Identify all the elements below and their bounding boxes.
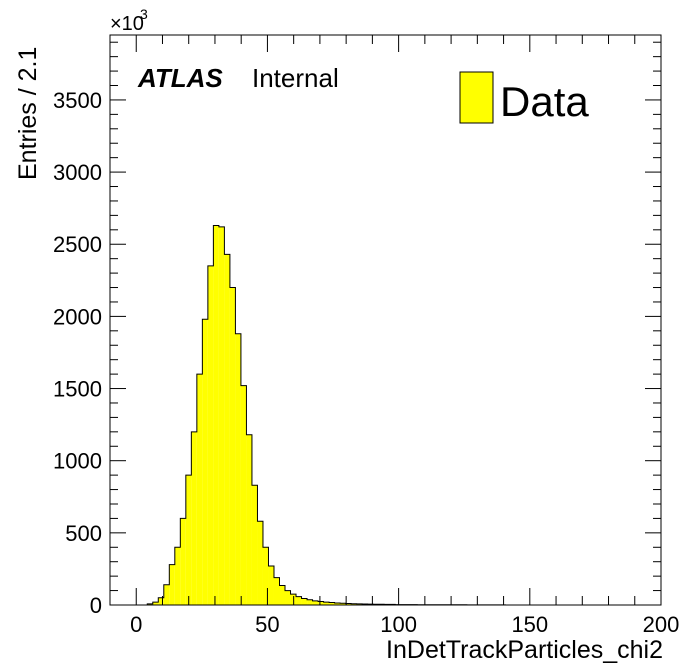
- histogram-bar: [240, 385, 247, 605]
- histogram-bar: [163, 584, 170, 605]
- histogram-bar: [169, 564, 175, 605]
- histogram-bar: [158, 597, 164, 605]
- histogram-bar: [307, 599, 313, 605]
- y-tick-label: 3500: [53, 88, 102, 113]
- legend-entry-data: Data: [500, 78, 589, 125]
- histogram-bar: [279, 585, 286, 605]
- histogram-bar: [218, 226, 225, 606]
- x-tick-label: 200: [643, 612, 680, 637]
- histogram-bar: [262, 547, 269, 605]
- histogram-bar: [351, 603, 357, 605]
- histogram-bar: [207, 265, 214, 605]
- histogram-bar: [224, 254, 230, 605]
- histogram-bar: [246, 434, 252, 605]
- legend-swatch: [459, 71, 494, 124]
- histogram-bar: [147, 603, 153, 605]
- y-multiplier-exponent: 3: [140, 6, 148, 22]
- histogram-bar: [323, 602, 330, 605]
- y-tick-label: 3000: [53, 160, 102, 185]
- internal-label: Internal: [252, 63, 339, 93]
- y-tick-label: 500: [65, 521, 102, 546]
- histogram-bar: [340, 603, 346, 605]
- x-tick-label: 100: [380, 612, 417, 637]
- histogram-bar: [273, 577, 280, 605]
- histogram-bar: [296, 596, 302, 605]
- histogram-bar: [285, 590, 291, 605]
- histogram-bar: [345, 603, 352, 605]
- histogram-bar: [180, 518, 186, 605]
- x-tick-label: 0: [130, 612, 142, 637]
- histogram-bar: [251, 485, 258, 605]
- y-tick-label: 2000: [53, 304, 102, 329]
- y-tick-label: 1000: [53, 449, 102, 474]
- histogram-bar: [213, 225, 219, 606]
- histogram-bar: [362, 603, 368, 605]
- histogram-bar: [334, 602, 341, 605]
- y-axis-label: Entries / 2.1: [14, 47, 42, 180]
- histogram-bar: [301, 598, 308, 605]
- histogram-bars: [146, 224, 506, 606]
- histogram-bar: [312, 600, 319, 605]
- histogram-bar: [152, 602, 159, 605]
- histogram-bar: [329, 602, 335, 605]
- y-multiplier-label: ×10: [110, 13, 144, 35]
- x-tick-label: 150: [511, 612, 548, 637]
- histogram-bar: [185, 475, 192, 605]
- x-tick-label: 50: [255, 612, 279, 637]
- y-tick-label: 2500: [53, 232, 102, 257]
- x-axis-label: InDetTrackParticles_chi2: [386, 636, 663, 664]
- y-tick-label: 0: [90, 593, 102, 618]
- y-tick-label: 1500: [53, 377, 102, 402]
- atlas-label: ATLAS: [137, 63, 223, 93]
- plot-border: [109, 34, 662, 606]
- histogram-bar: [356, 603, 363, 605]
- histogram-bar: [191, 431, 197, 605]
- histogram-bar: [268, 566, 274, 605]
- histogram-bar: [318, 601, 324, 605]
- histogram-bar: [229, 287, 236, 605]
- histogram-bar: [196, 374, 203, 605]
- histogram-bar: [174, 547, 181, 605]
- histogram-bar: [235, 333, 241, 605]
- histogram-bar: [257, 521, 263, 605]
- plot-frame: [109, 34, 662, 606]
- histogram-bar: [202, 319, 208, 605]
